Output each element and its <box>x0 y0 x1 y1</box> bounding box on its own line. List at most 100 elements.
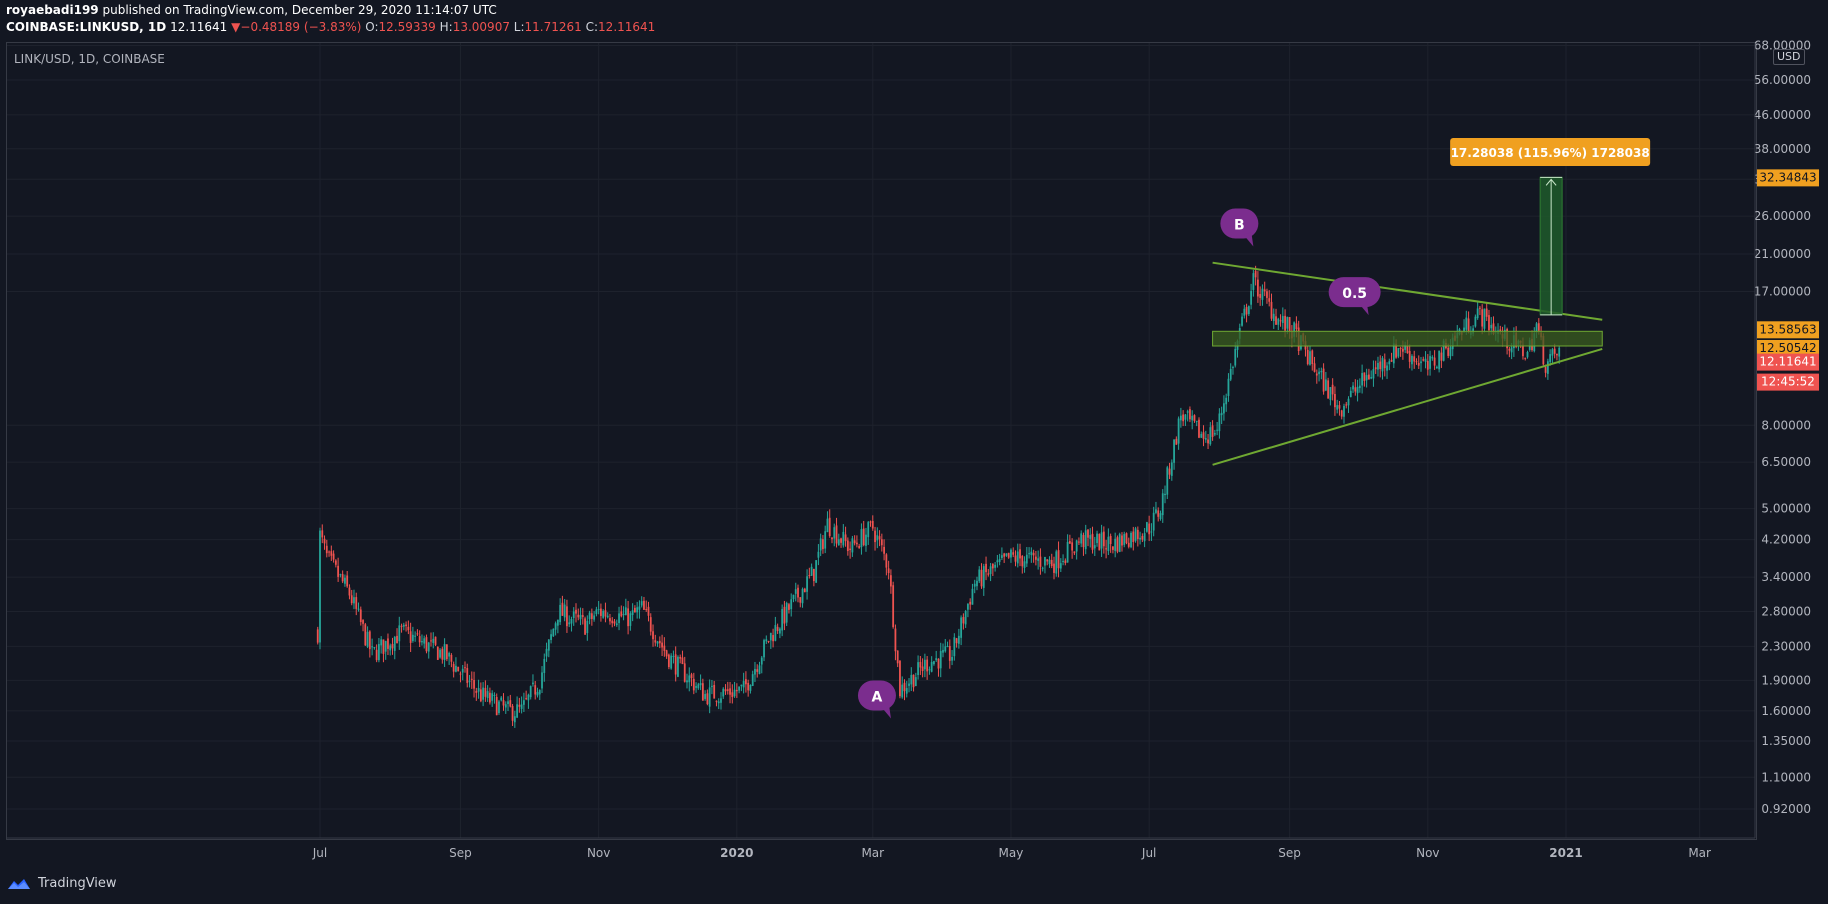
candle-body <box>1379 361 1382 370</box>
candle-body <box>1420 361 1422 364</box>
candle-body <box>405 624 407 626</box>
candle-body <box>887 568 890 574</box>
candle-body <box>747 682 750 691</box>
candle-body <box>1411 355 1413 365</box>
currency-badge[interactable]: USD <box>1773 49 1805 65</box>
candle-body <box>654 640 657 643</box>
candle-body <box>552 628 555 637</box>
candle-body <box>1143 533 1146 542</box>
candle-body <box>1438 350 1441 370</box>
candle-body <box>1211 425 1214 437</box>
candle-body <box>1134 528 1137 541</box>
candle-body <box>652 631 654 640</box>
candle-body <box>1349 390 1352 398</box>
author-name[interactable]: royaebadi199 <box>6 3 99 17</box>
price-tag-bg <box>1757 321 1819 339</box>
candle-body <box>1141 535 1144 540</box>
candle-body <box>1062 560 1064 562</box>
candle-body <box>894 628 897 652</box>
annotation-label: B <box>1234 217 1245 233</box>
candle-body <box>851 538 854 553</box>
candle-body <box>1284 315 1286 331</box>
candle-body <box>726 689 729 691</box>
candle-body <box>912 674 915 688</box>
candle-body <box>611 620 614 624</box>
candle-body <box>1336 405 1339 410</box>
y-tick-label: 0.92000 <box>1761 802 1811 816</box>
candle-body <box>853 540 856 544</box>
candle-body <box>581 615 584 617</box>
candle-body <box>1089 535 1092 539</box>
candle-body <box>402 624 405 627</box>
candle-body <box>1406 346 1409 354</box>
candle-body <box>1490 324 1493 329</box>
candle-body <box>396 635 398 644</box>
candle-body <box>1177 418 1180 444</box>
y-tick-label: 8.00000 <box>1761 418 1811 432</box>
tradingview-brand[interactable]: TradingView <box>6 876 117 891</box>
candle-body <box>477 687 480 692</box>
candle-body <box>1145 522 1148 532</box>
candle-body <box>1057 550 1060 569</box>
candle-body <box>772 635 774 642</box>
candle-body <box>1388 361 1391 365</box>
candle-body <box>407 626 410 631</box>
candle-body <box>835 525 838 544</box>
x-tick-label: Sep <box>1278 846 1301 860</box>
candle-body <box>896 650 899 664</box>
candle-body <box>971 588 974 605</box>
candle-body <box>812 568 815 582</box>
candle-body <box>878 536 881 540</box>
candle-body <box>509 700 512 707</box>
candle-body <box>1324 379 1327 391</box>
candle-body <box>1204 438 1207 440</box>
candle-body <box>1483 308 1486 329</box>
candle-body <box>708 687 711 707</box>
candle-body <box>1209 427 1212 445</box>
close-value: 12.11641 <box>598 20 656 34</box>
candle-body <box>1508 348 1511 351</box>
candle-body <box>1417 362 1420 366</box>
y-tick-label: 1.90000 <box>1761 673 1811 687</box>
candle-body <box>987 573 990 575</box>
candle-body <box>763 640 765 658</box>
candle-body <box>346 575 349 587</box>
candle-body <box>518 704 521 707</box>
candle-body <box>910 674 913 685</box>
candle-body <box>1175 438 1178 445</box>
candle-body <box>486 691 489 699</box>
candle-body <box>1272 313 1275 322</box>
candle-body <box>928 669 931 671</box>
candle-body <box>1139 537 1141 540</box>
candle-body <box>1510 347 1513 353</box>
candle-body <box>953 637 956 657</box>
y-tick-label: 1.10000 <box>1761 770 1811 784</box>
candle-body <box>1014 555 1017 562</box>
candle-body <box>1001 555 1003 559</box>
candle-body <box>749 684 752 691</box>
candle-body <box>566 606 568 627</box>
candle-body <box>1311 350 1314 365</box>
candle-body <box>1019 549 1021 559</box>
candle-body <box>869 521 872 523</box>
candle-body <box>1082 535 1085 548</box>
candle-body <box>656 641 659 644</box>
candle-body <box>1229 368 1232 380</box>
candle-body <box>613 621 616 624</box>
candle-body <box>819 538 822 551</box>
candle-body <box>606 615 609 618</box>
candle-body <box>926 659 929 672</box>
candle-body <box>1392 343 1395 364</box>
candle-body <box>1322 368 1325 392</box>
candle-body <box>704 694 707 699</box>
annotation-bubble: 0.5 <box>1328 277 1381 316</box>
candle-body <box>1363 372 1366 382</box>
candle-body <box>785 603 788 623</box>
candle-body <box>624 607 627 616</box>
candle-body <box>1223 403 1225 414</box>
candle-body <box>409 631 412 643</box>
candle-body <box>729 688 731 695</box>
candle-body <box>556 619 559 626</box>
candle-body <box>1345 404 1348 406</box>
